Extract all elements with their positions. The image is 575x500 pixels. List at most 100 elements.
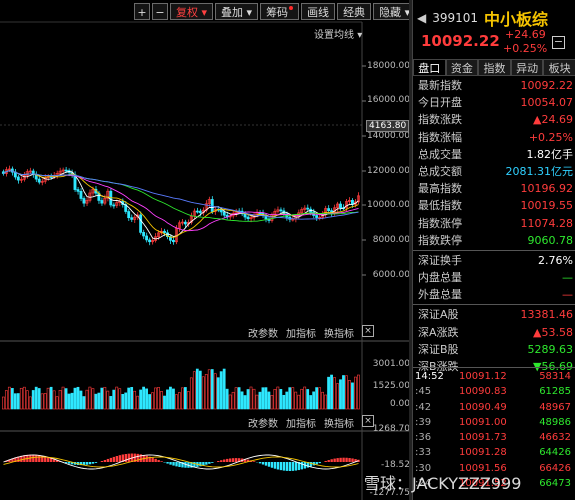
volume-bar xyxy=(19,387,23,410)
candle-body xyxy=(58,170,62,174)
tick-row: :39 10091.00 48986 xyxy=(413,415,575,430)
kline-chart-area[interactable]: + − 复权 ▾ 叠加 ▾ 筹码 画线 经典 隐藏 ▾ 设置均线 ▾ 18000… xyxy=(0,0,417,500)
macd-indicator-button[interactable]: 加指标 xyxy=(286,419,316,430)
caret-left-icon[interactable]: ◀ xyxy=(417,11,427,25)
candle-body xyxy=(172,239,175,243)
close-icon[interactable]: × xyxy=(362,415,374,427)
vertical-scrollbar[interactable] xyxy=(409,0,412,500)
volume-bar xyxy=(172,388,175,410)
zoom-out-button[interactable]: − xyxy=(152,3,168,20)
tick-row: :24 10091.52 66473 xyxy=(413,476,575,491)
volume-bar xyxy=(85,389,89,410)
index-name: 中小板综 xyxy=(484,10,549,29)
candle-body xyxy=(112,204,116,207)
volume-params-button[interactable]: 改参数 xyxy=(248,329,278,340)
y-label: 12000.00 xyxy=(367,166,410,176)
tab-yidong[interactable]: 异动 xyxy=(510,59,544,76)
quote-row-label: 最新指数 xyxy=(418,79,462,92)
tick-list[interactable]: 14:52 10091.12 58314:45 10090.83 61285:42 100… xyxy=(413,369,575,491)
volume-bar xyxy=(91,388,95,410)
volume-bar xyxy=(315,387,319,410)
volume-bar xyxy=(55,396,59,410)
huaxian-button[interactable]: 画线 xyxy=(301,3,336,20)
fuquan-dropdown[interactable]: 复权 ▾ xyxy=(170,3,214,20)
candle-body xyxy=(315,215,319,218)
quote-row-label: 最高指数 xyxy=(418,182,462,196)
volume-bar xyxy=(228,394,232,410)
volume-bar xyxy=(222,368,226,410)
quote-row: 总成交额 2081.31亿元 xyxy=(413,163,575,180)
volume-bar xyxy=(34,386,38,410)
volume-bar xyxy=(7,386,11,410)
diejia-dropdown[interactable]: 叠加 ▾ xyxy=(215,3,259,20)
volume-bar xyxy=(133,390,137,410)
quote-row: 今日开盘 10054.07 xyxy=(413,94,575,111)
volume-bar xyxy=(127,387,131,410)
quote-row-value: 10054.07 xyxy=(520,96,574,110)
quote-row: 最高指数 10196.92 xyxy=(413,180,575,197)
tab-zijin[interactable]: 资金 xyxy=(445,59,479,76)
volume-bar xyxy=(4,390,8,410)
tick-price: 10091.12 xyxy=(459,371,507,382)
tab-zhishu[interactable]: 指数 xyxy=(478,59,511,76)
candle-body xyxy=(136,214,140,218)
quote-row-value: 2.76% xyxy=(538,253,573,267)
candle-body xyxy=(356,195,360,203)
candle-body xyxy=(103,197,107,204)
volume-bar xyxy=(31,390,35,410)
volume-bar xyxy=(336,383,339,410)
moving-average-line xyxy=(3,170,359,240)
volume-bar xyxy=(288,387,292,410)
volume-bar xyxy=(148,394,151,410)
tick-price: 10091.56 xyxy=(459,462,507,474)
volume-bar xyxy=(88,386,92,410)
macd-params-button[interactable]: 改参数 xyxy=(248,419,278,430)
tab-bankuai[interactable]: 板块 xyxy=(543,59,575,76)
tab-pankou[interactable]: 盘口 xyxy=(413,59,446,76)
collapse-icon[interactable]: − xyxy=(552,35,565,49)
quote-row-label: 指数跌停 xyxy=(418,233,462,247)
macd-dif-line xyxy=(3,454,359,470)
tick-time: :39 xyxy=(415,416,432,428)
chouma-button[interactable]: 筹码 xyxy=(260,3,300,20)
volume-bar xyxy=(183,387,187,410)
volume-bar xyxy=(112,389,116,410)
candle-body xyxy=(64,169,68,172)
jingdian-button[interactable]: 经典 xyxy=(337,3,372,20)
volume-bar xyxy=(273,389,277,410)
close-icon[interactable]: × xyxy=(362,325,374,337)
volume-bar xyxy=(303,386,307,410)
volume-bar xyxy=(237,387,241,410)
volume-switch-button[interactable]: 换指标 xyxy=(324,329,354,340)
candle-body xyxy=(353,201,357,205)
candle-body xyxy=(345,201,348,209)
candle-body xyxy=(303,207,307,210)
volume-indicator-button[interactable]: 加指标 xyxy=(286,329,316,340)
macd-y-label: 1268.70 xyxy=(372,424,410,434)
quote-row-value: 10092.22 xyxy=(520,79,574,92)
volume-bar xyxy=(40,393,44,410)
tick-price: 10091.73 xyxy=(459,432,507,444)
volume-bar xyxy=(219,371,223,410)
volume-bar xyxy=(300,388,304,410)
macd-toolbar: 改参数 加指标 换指标 × xyxy=(248,415,374,430)
quote-row-value: — xyxy=(562,288,573,302)
zoom-in-button[interactable]: + xyxy=(134,3,150,20)
tick-volume: 66473 xyxy=(539,478,571,490)
yincang-dropdown[interactable]: 隐藏 ▾ xyxy=(373,3,417,20)
y-label: 10000.00 xyxy=(367,200,410,210)
volume-bar xyxy=(294,391,298,410)
macd-switch-button[interactable]: 换指标 xyxy=(324,419,354,430)
candle-body xyxy=(180,221,184,224)
ma-settings-button[interactable]: 设置均线 ▾ xyxy=(314,26,362,41)
candle-body xyxy=(85,199,89,204)
candle-body xyxy=(76,189,80,192)
index-code: 399101 xyxy=(432,11,479,25)
y-label: 18000.00 xyxy=(367,61,410,71)
volume-bar xyxy=(106,390,110,410)
volume-toolbar: 改参数 加指标 换指标 × xyxy=(248,325,374,340)
tick-volume: 48967 xyxy=(539,401,571,413)
divider xyxy=(413,367,575,368)
quote-row-value: 10196.92 xyxy=(520,182,574,196)
quote-row: 外盘总量 — xyxy=(413,286,575,303)
